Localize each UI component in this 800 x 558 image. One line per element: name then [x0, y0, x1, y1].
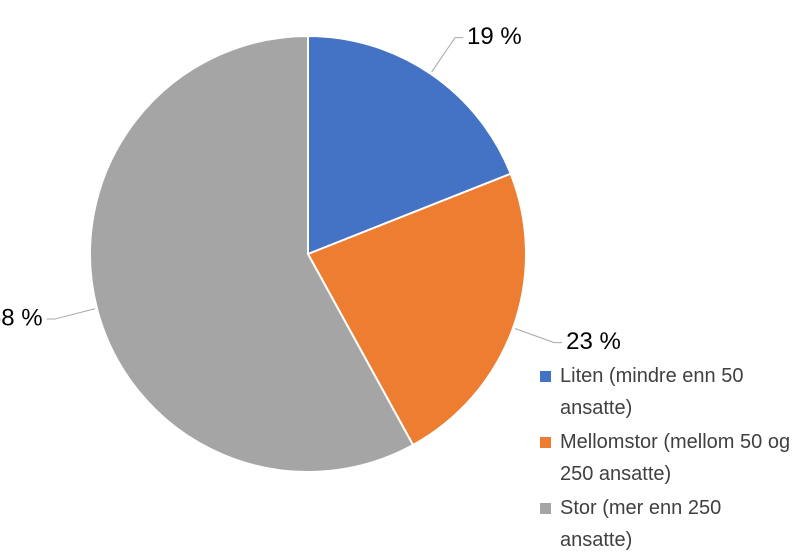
legend-label: Stor (mer enn 250 ansatte)	[560, 497, 722, 551]
data-label: 23 %	[566, 328, 621, 355]
pie-slice	[89, 34, 415, 473]
legend-item: Mellomstor (mellom 50 og 250 ansatte)	[540, 426, 795, 490]
legend-item: Stor (mer enn 250 ansatte)	[540, 492, 795, 556]
legend-swatch	[540, 437, 551, 448]
legend-swatch	[540, 503, 551, 514]
pie-slice	[307, 34, 512, 256]
legend-label: Mellomstor (mellom 50 og 250 ansatte)	[560, 431, 791, 485]
leader-line	[514, 328, 563, 344]
pie-slice	[306, 172, 527, 447]
legend: Liten (mindre enn 50 ansatte) Mellomstor …	[540, 360, 795, 558]
data-label: 19 %	[467, 23, 522, 50]
legend-label: Liten (mindre enn 50 ansatte)	[560, 365, 744, 419]
data-label: 58 %	[0, 304, 43, 331]
legend-item: Liten (mindre enn 50 ansatte)	[540, 360, 795, 424]
leader-line	[431, 37, 464, 73]
leader-line	[46, 308, 96, 320]
legend-swatch	[540, 371, 551, 382]
